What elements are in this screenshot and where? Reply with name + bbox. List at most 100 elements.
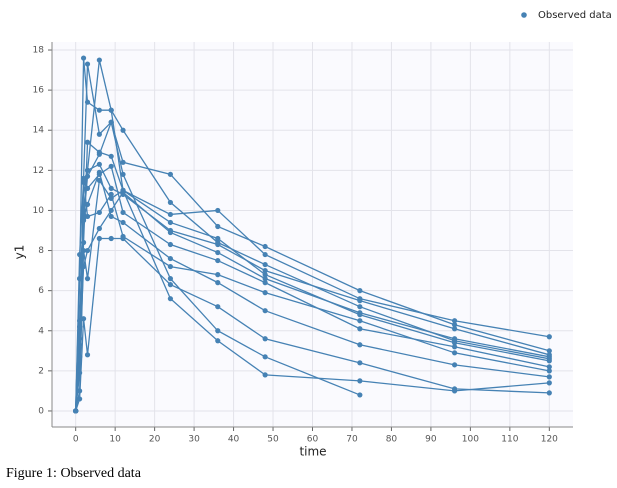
data-point [357, 288, 363, 294]
data-point [451, 318, 458, 324]
data-point [96, 107, 102, 113]
data-point [262, 261, 268, 268]
x-tick-label: 100 [462, 435, 479, 445]
y-tick-label: 10 [33, 206, 45, 216]
data-point [167, 211, 174, 218]
data-point [546, 352, 552, 358]
chart: Observed data time y1 0 2 4 6 8 10 12 14 16 18 0 10… [13, 10, 612, 459]
data-point [546, 390, 552, 396]
data-point [73, 408, 79, 414]
data-point [167, 219, 174, 226]
data-point [357, 378, 363, 384]
data-point [167, 282, 174, 288]
data-point [451, 350, 458, 356]
data-point [262, 280, 268, 286]
data-point [96, 151, 102, 157]
data-point [108, 107, 114, 113]
data-point [357, 342, 363, 348]
data-point [357, 360, 363, 366]
data-point [96, 169, 102, 175]
data-point [357, 298, 363, 304]
data-point [451, 322, 458, 328]
data-point [546, 358, 552, 364]
data-point [120, 127, 126, 133]
data-point [262, 354, 268, 360]
data-point [262, 243, 268, 250]
data-point [120, 159, 126, 165]
data-point [262, 290, 268, 296]
data-point [77, 388, 83, 394]
data-point [167, 255, 174, 262]
y-tick-label: 18 [33, 46, 45, 56]
data-point [108, 163, 114, 169]
x-tick-label: 50 [267, 435, 279, 445]
data-point [108, 195, 114, 202]
data-point [120, 209, 126, 216]
y-tick-label: 8 [38, 246, 44, 256]
y-tick-label: 16 [33, 86, 45, 96]
data-point [167, 199, 174, 206]
data-point [84, 167, 91, 173]
data-point [357, 326, 363, 332]
data-point [120, 171, 126, 177]
data-point [215, 207, 221, 214]
data-point [84, 201, 91, 208]
x-tick-label: 80 [386, 435, 398, 445]
x-tick-label: 10 [109, 435, 121, 445]
data-point [80, 55, 87, 61]
data-point [120, 219, 126, 226]
data-point [215, 272, 221, 278]
data-point [546, 368, 552, 374]
data-point [108, 213, 114, 220]
legend-marker [521, 12, 527, 18]
data-point [357, 392, 363, 398]
x-tick-label: 70 [346, 435, 358, 445]
x-axis-label: time [299, 445, 326, 459]
data-point [215, 241, 221, 248]
data-point [215, 328, 221, 334]
data-point [215, 257, 221, 264]
data-point [96, 209, 102, 216]
data-point [167, 276, 174, 282]
data-point [96, 235, 102, 242]
data-point [546, 374, 552, 380]
figure-caption: Figure 1: Observed data [6, 466, 141, 481]
x-tick-label: 30 [188, 435, 200, 445]
data-point [262, 308, 268, 314]
x-tick-label: 40 [228, 435, 240, 445]
data-point [84, 352, 91, 358]
data-point [546, 348, 552, 354]
y-tick-label: 14 [33, 126, 45, 136]
data-point [77, 324, 83, 330]
y-axis-label: y1 [13, 245, 27, 260]
data-point [167, 263, 174, 270]
data-point [357, 318, 363, 324]
data-point [108, 185, 114, 191]
data-point [215, 338, 221, 344]
x-tick-label: 110 [501, 435, 518, 445]
x-tick-label: 20 [149, 435, 161, 445]
data-point [108, 153, 114, 159]
data-point [84, 61, 91, 67]
data-point [451, 344, 458, 350]
data-point [215, 304, 221, 310]
data-point [546, 364, 552, 370]
data-point [262, 336, 268, 342]
data-point [215, 235, 221, 242]
data-point [167, 241, 174, 248]
y-tick-label: 2 [38, 366, 44, 376]
data-point [96, 57, 102, 63]
data-point [546, 334, 552, 340]
data-point [357, 304, 363, 310]
data-point [215, 223, 221, 230]
data-point [451, 340, 458, 346]
data-point [120, 235, 126, 242]
x-tick-label: 0 [73, 435, 79, 445]
data-point [546, 380, 552, 386]
data-point [451, 388, 458, 394]
data-point [108, 119, 114, 125]
data-point [357, 310, 363, 316]
x-tick-label: 120 [541, 435, 558, 445]
y-tick-label: 12 [33, 166, 44, 176]
